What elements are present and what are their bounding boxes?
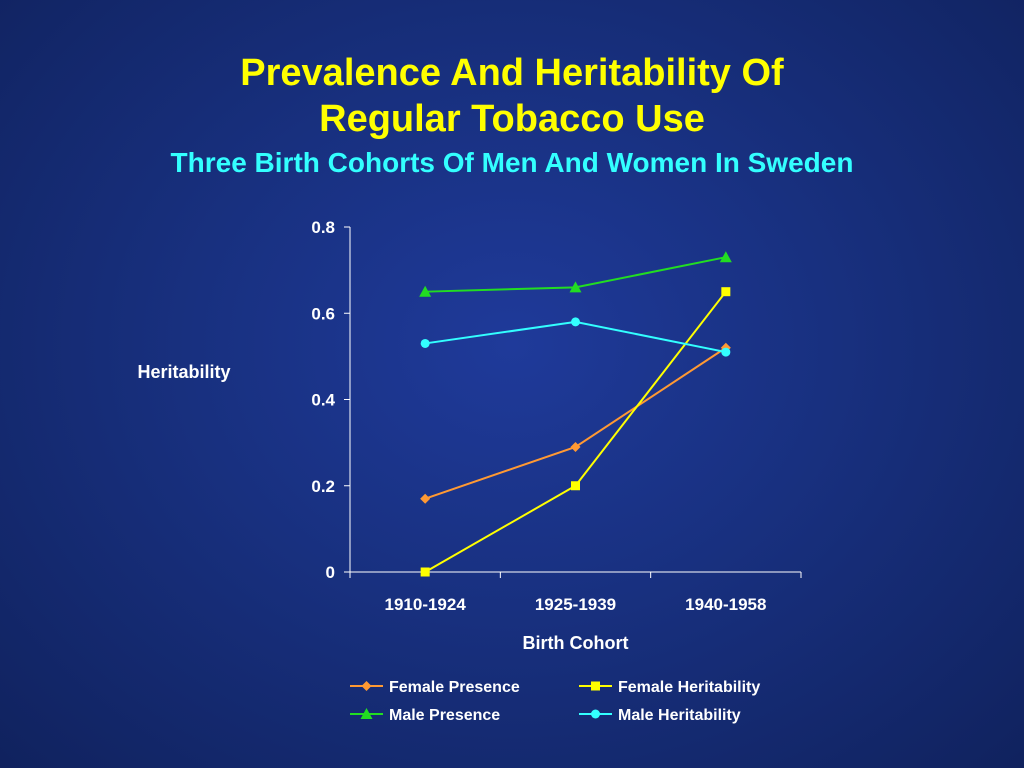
x-axis-title: Birth Cohort bbox=[523, 633, 629, 653]
series-male-heritability bbox=[420, 317, 731, 357]
slide-title-line-2: Regular Tobacco Use bbox=[319, 98, 705, 140]
chart-series bbox=[419, 251, 732, 577]
legend-label: Male Presence bbox=[389, 707, 500, 724]
data-point-female-heritability bbox=[420, 567, 430, 577]
data-point-male-heritability bbox=[420, 338, 430, 348]
legend-item-male-presence: Male Presence bbox=[350, 707, 500, 724]
series-female-heritability bbox=[420, 287, 731, 577]
legend-item-male-heritability: Male Heritability bbox=[579, 707, 741, 724]
series-male-presence bbox=[419, 251, 732, 297]
data-point-male-presence bbox=[419, 285, 432, 297]
y-tick-label: 0 bbox=[326, 563, 335, 582]
data-point-female-heritability bbox=[721, 287, 731, 297]
series-line-female-heritability bbox=[424, 291, 727, 573]
legend-swatch-marker bbox=[591, 681, 600, 691]
x-tick-label: 1925-1939 bbox=[535, 595, 616, 614]
legend-label: Male Heritability bbox=[618, 707, 741, 724]
data-point-female-presence bbox=[570, 441, 581, 452]
legend-swatch-marker bbox=[360, 708, 373, 719]
series-line-female-presence bbox=[424, 346, 727, 500]
slide-title-line-1: Prevalence And Heritability Of bbox=[240, 52, 784, 94]
data-point-male-presence bbox=[719, 251, 732, 263]
y-tick-label: 0.4 bbox=[311, 391, 335, 410]
chart-axes: 0 0.2 0.4 0.6 0.8 1910-1924 1925-1939 1940-1958… bbox=[137, 218, 802, 653]
series-female-presence bbox=[420, 342, 731, 504]
y-tick-label: 0.6 bbox=[311, 304, 335, 323]
slide-subtitle: Three Birth Cohorts Of Men And Women In … bbox=[170, 147, 854, 178]
y-tick-label: 0.2 bbox=[311, 477, 335, 496]
legend-label: Female Presence bbox=[389, 679, 520, 696]
data-point-female-heritability bbox=[571, 481, 580, 491]
chart-legend: Female Presence Female Heritability Male P… bbox=[350, 679, 760, 724]
data-point-male-heritability bbox=[571, 317, 580, 327]
data-point-female-presence bbox=[420, 493, 431, 504]
y-axis-title: Heritability bbox=[137, 362, 230, 382]
legend-item-female-heritability: Female Heritability bbox=[579, 679, 760, 696]
x-tick-label: 1940-1958 bbox=[685, 595, 766, 614]
x-tick-label: 1910-1924 bbox=[385, 595, 467, 614]
data-point-male-presence bbox=[569, 281, 582, 293]
legend-swatch-marker bbox=[591, 709, 600, 719]
legend-swatch-marker bbox=[361, 681, 372, 691]
series-line-male-heritability bbox=[425, 320, 727, 354]
legend-item-female-presence: Female Presence bbox=[350, 679, 520, 696]
data-point-male-heritability bbox=[721, 347, 731, 357]
legend-label: Female Heritability bbox=[618, 679, 760, 696]
y-tick-label: 0.8 bbox=[311, 218, 335, 237]
